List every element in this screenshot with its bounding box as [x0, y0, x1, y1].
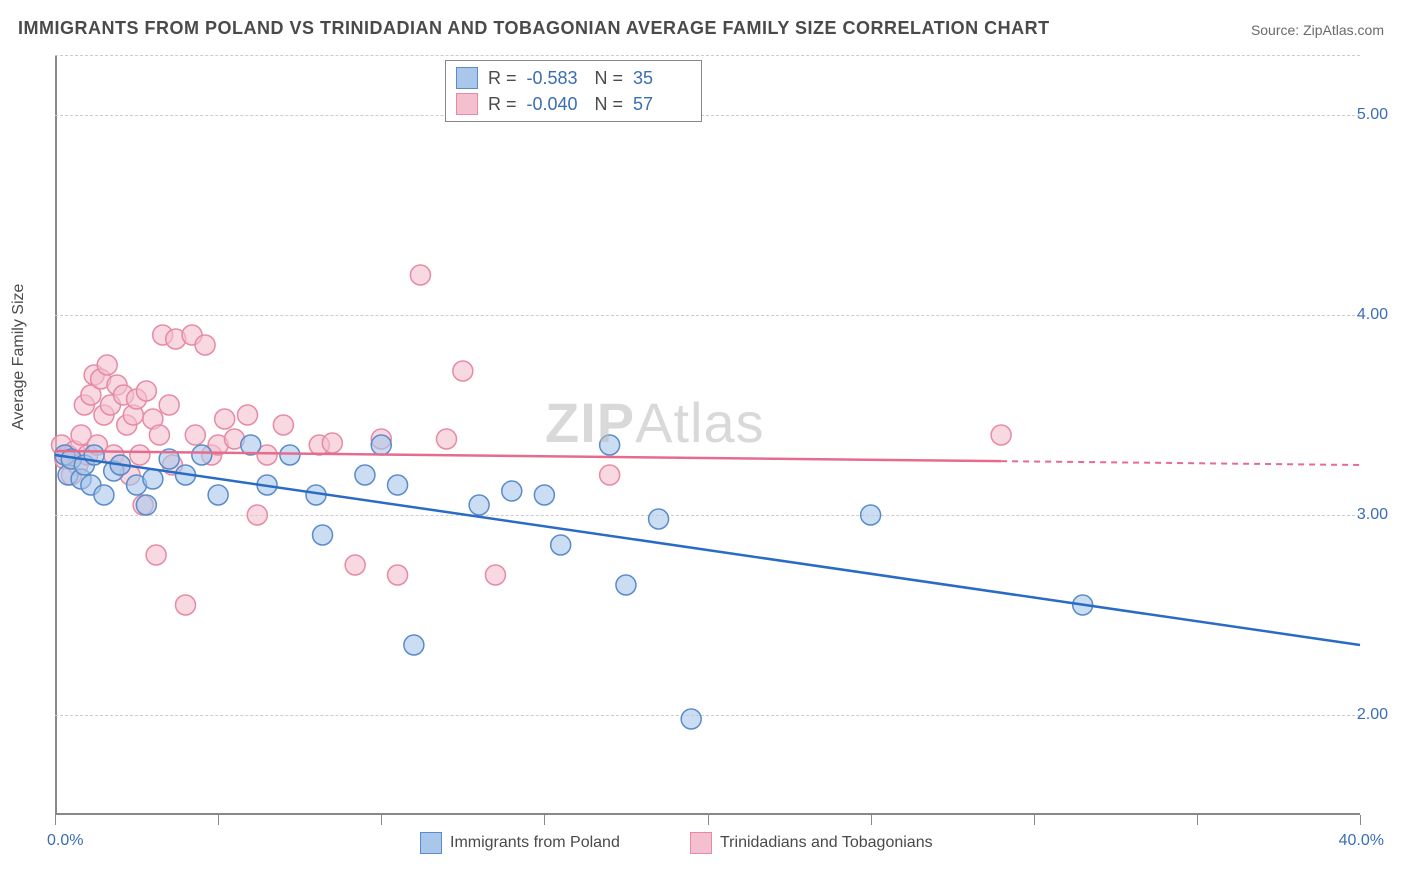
swatch-poland	[456, 67, 478, 89]
data-point	[453, 361, 473, 381]
data-point	[176, 595, 196, 615]
regression-lines	[55, 451, 1360, 645]
data-point	[410, 265, 430, 285]
data-point	[534, 485, 554, 505]
data-point	[861, 505, 881, 525]
data-point	[215, 409, 235, 429]
data-point	[208, 485, 228, 505]
regression-line	[55, 455, 1360, 645]
regression-line-extrapolated	[1001, 461, 1360, 465]
data-point	[146, 545, 166, 565]
data-point	[143, 469, 163, 489]
x-tick	[708, 815, 709, 825]
legend-item-trinidad: Trinidadians and Tobagonians	[690, 832, 933, 854]
x-tick	[1034, 815, 1035, 825]
data-point	[130, 445, 150, 465]
x-tick	[1360, 815, 1361, 825]
data-point	[313, 525, 333, 545]
swatch-trinidad	[456, 93, 478, 115]
data-point	[247, 505, 267, 525]
x-axis-max-label: 40.0%	[1339, 832, 1384, 850]
data-point	[237, 405, 257, 425]
x-tick	[55, 815, 56, 825]
data-point	[195, 335, 215, 355]
x-tick	[544, 815, 545, 825]
data-point	[136, 381, 156, 401]
data-point	[616, 575, 636, 595]
data-point	[991, 425, 1011, 445]
data-point	[388, 475, 408, 495]
stats-row-poland: R =-0.583 N =35	[456, 65, 691, 91]
data-point	[185, 425, 205, 445]
data-point	[502, 481, 522, 501]
data-point	[192, 445, 212, 465]
data-point	[159, 395, 179, 415]
watermark: ZIPAtlas	[545, 390, 765, 455]
y-tick-label: 4.00	[1357, 306, 1388, 324]
chart-title: IMMIGRANTS FROM POLAND VS TRINIDADIAN AN…	[18, 18, 1050, 39]
data-point	[681, 709, 701, 729]
data-point	[649, 509, 669, 529]
series-poland	[55, 435, 1093, 729]
y-tick-label: 2.00	[1357, 706, 1388, 724]
data-point	[404, 635, 424, 655]
data-point	[551, 535, 571, 555]
data-point	[149, 425, 169, 445]
series-trinidad	[52, 265, 1012, 615]
legend-label-trinidad: Trinidadians and Tobagonians	[720, 834, 933, 852]
data-point	[345, 555, 365, 575]
data-point	[371, 435, 391, 455]
data-point	[485, 565, 505, 585]
data-point	[322, 433, 342, 453]
data-point	[437, 429, 457, 449]
data-point	[273, 415, 293, 435]
x-axis-min-label: 0.0%	[47, 832, 83, 850]
x-tick	[1197, 815, 1198, 825]
stats-row-trinidad: R =-0.040 N =57	[456, 91, 691, 117]
y-tick-label: 3.00	[1357, 506, 1388, 524]
legend-label-poland: Immigrants from Poland	[450, 834, 620, 852]
legend-item-poland: Immigrants from Poland	[420, 832, 620, 854]
legend-swatch-poland	[420, 832, 442, 854]
data-point	[388, 565, 408, 585]
x-tick	[218, 815, 219, 825]
x-tick	[871, 815, 872, 825]
data-point	[97, 355, 117, 375]
y-axis-label: Average Family Size	[10, 284, 28, 430]
data-point	[355, 465, 375, 485]
data-point	[469, 495, 489, 515]
y-tick-label: 5.00	[1357, 106, 1388, 124]
legend-swatch-trinidad	[690, 832, 712, 854]
source-attribution: Source: ZipAtlas.com	[1251, 22, 1384, 38]
stats-legend: R =-0.583 N =35 R =-0.040 N =57	[445, 60, 702, 122]
data-point	[136, 495, 156, 515]
x-tick	[381, 815, 382, 825]
data-point	[280, 445, 300, 465]
data-point	[600, 465, 620, 485]
data-point	[94, 485, 114, 505]
